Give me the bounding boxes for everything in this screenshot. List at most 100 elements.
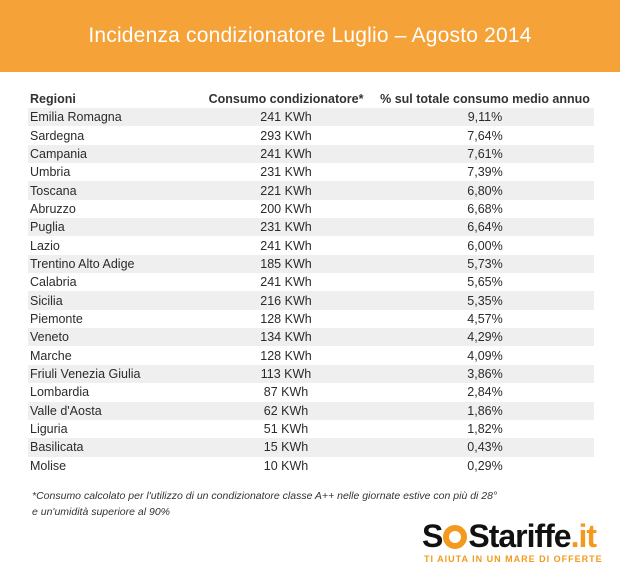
region-cell: Sicilia [28,291,196,310]
percentage-cell: 7,61% [376,144,594,164]
logo-dot: . [570,518,580,554]
percentage-cell: 0,29% [467,458,503,473]
logo-word-tariffe: tariffe [488,518,572,554]
lifebuoy-icon [443,525,468,549]
consumption-cell: 241 KWh [196,108,376,127]
region-cell: Puglia [28,218,196,237]
table-header-row: Regioni Consumo condizionatore* % sul to… [28,90,594,108]
region-cell: Valle d'Aosta [28,401,196,420]
table-row: Piemonte 128 KWh 4,57% [28,310,594,328]
sostariffe-logo: S Stariffe.it TI AIUTA IN UN MARE DI OFFE… [422,518,608,568]
table-row: Lombardia 87 KWh 2,84% [28,383,594,401]
percentage-cell: 5,73% [376,254,594,274]
region-cell: Lazio [30,238,60,253]
percentage-cell: 9,11% [376,108,594,127]
consumption-cell: 231 KWh [196,218,376,237]
region-cell: Umbria [30,165,71,180]
table-row: Umbria 231 KWh 7,39% [28,163,594,181]
table-row: Trentino Alto Adige 185 KWh 5,73% [28,254,594,274]
region-cell: Molise [30,458,67,473]
percentage-cell: 6,80% [376,181,594,200]
column-header-consumo: Consumo condizionatore* [208,92,364,106]
percentage-cell: 6,00% [467,238,503,253]
consumption-cell: 10 KWh [263,458,309,473]
table-row: Puglia 231 KWh 6,64% [28,218,594,237]
percentage-cell: 5,65% [467,275,503,290]
percentage-cell: 2,84% [467,385,503,400]
column-header-regioni: Regioni [30,92,76,106]
region-cell: Veneto [28,328,196,347]
table-row: Abruzzo 200 KWh 6,68% [28,200,594,218]
consumption-cell: 200 KWh [260,201,312,216]
consumption-cell: 293 KWh [260,128,312,143]
footnote: *Consumo calcolato per l'utilizzo di un … [32,488,572,520]
region-cell: Piemonte [30,311,83,326]
consumption-cell: 113 KWh [196,364,376,384]
consumption-table: Regioni Consumo condizionatore* % sul to… [28,90,594,475]
consumption-cell: 241 KWh [260,238,312,253]
consumption-cell: 62 KWh [196,401,376,420]
logo-letter-s2: S [468,518,489,554]
table-row: Marche 128 KWh 4,09% [28,346,594,364]
consumption-cell: 51 KWh [263,422,309,437]
percentage-cell: 6,68% [467,201,503,216]
table-row: Sardegna 293 KWh 7,64% [28,126,594,144]
region-cell: Trentino Alto Adige [28,254,196,274]
region-cell: Campania [28,144,196,164]
table-row: Emilia Romagna 241 KWh 9,11% [28,108,594,127]
table-row: Toscana 221 KWh 6,80% [28,181,594,200]
percentage-cell: 4,09% [467,348,503,363]
percentage-cell: 4,57% [467,311,503,326]
consumption-cell: 128 KWh [260,348,312,363]
consumption-cell: 185 KWh [196,254,376,274]
region-cell: Emilia Romagna [28,108,196,127]
percentage-cell: 7,39% [467,165,503,180]
table-body: Emilia Romagna 241 KWh 9,11% Sardegna 293 KW… [28,108,594,475]
region-cell: Calabria [30,275,77,290]
consumption-cell: 134 KWh [196,328,376,347]
logo-tagline: TI AIUTA IN UN MARE DI OFFERTE [424,554,603,564]
consumption-cell: 87 KWh [263,385,309,400]
region-cell: Friuli Venezia Giulia [28,364,196,384]
percentage-cell: 7,64% [467,128,503,143]
percentage-cell: 1,82% [467,422,503,437]
logo-wordmark: S Stariffe.it [422,518,597,554]
region-cell: Marche [30,348,72,363]
region-cell: Basilicata [28,438,196,457]
consumption-cell: 216 KWh [196,291,376,310]
table-row: Liguria 51 KWh 1,82% [28,420,594,438]
table-row: Friuli Venezia Giulia 113 KWh 3,86% [28,364,594,384]
consumption-cell: 241 KWh [260,275,312,290]
table-row: Basilicata 15 KWh 0,43% [28,438,594,457]
consumption-cell: 221 KWh [196,181,376,200]
footnote-line-2: e un'umidità superiore al 90% [32,506,171,518]
percentage-cell: 4,29% [376,328,594,347]
consumption-cell: 128 KWh [260,311,312,326]
percentage-cell: 6,64% [376,218,594,237]
logo-letter-s1: S [422,518,443,554]
logo-word-it: it [578,518,597,554]
region-cell: Abruzzo [30,201,76,216]
consumption-cell: 231 KWh [260,165,312,180]
percentage-cell: 1,86% [376,401,594,420]
footnote-line-1: *Consumo calcolato per l'utilizzo di un … [32,490,498,502]
region-cell: Lombardia [30,385,90,400]
column-header-percentuale: % sul totale consumo medio annuo [380,92,590,106]
region-cell: Toscana [28,181,196,200]
page-title: Incidenza condizionatore Luglio – Agosto… [88,24,532,47]
table-row: Calabria 241 KWh 5,65% [28,273,594,291]
percentage-cell: 3,86% [376,364,594,384]
header-banner: Incidenza condizionatore Luglio – Agosto… [0,0,620,72]
table-row: Campania 241 KWh 7,61% [28,144,594,164]
percentage-cell: 0,43% [376,438,594,457]
table-row: Veneto 134 KWh 4,29% [28,328,594,347]
table-row: Molise 10 KWh 0,29% [28,457,594,475]
consumption-cell: 15 KWh [196,438,376,457]
table-row: Valle d'Aosta 62 KWh 1,86% [28,401,594,420]
region-cell: Liguria [30,422,68,437]
table-row: Sicilia 216 KWh 5,35% [28,291,594,310]
table-row: Lazio 241 KWh 6,00% [28,236,594,254]
consumption-cell: 241 KWh [196,144,376,164]
region-cell: Sardegna [30,128,85,143]
percentage-cell: 5,35% [376,291,594,310]
